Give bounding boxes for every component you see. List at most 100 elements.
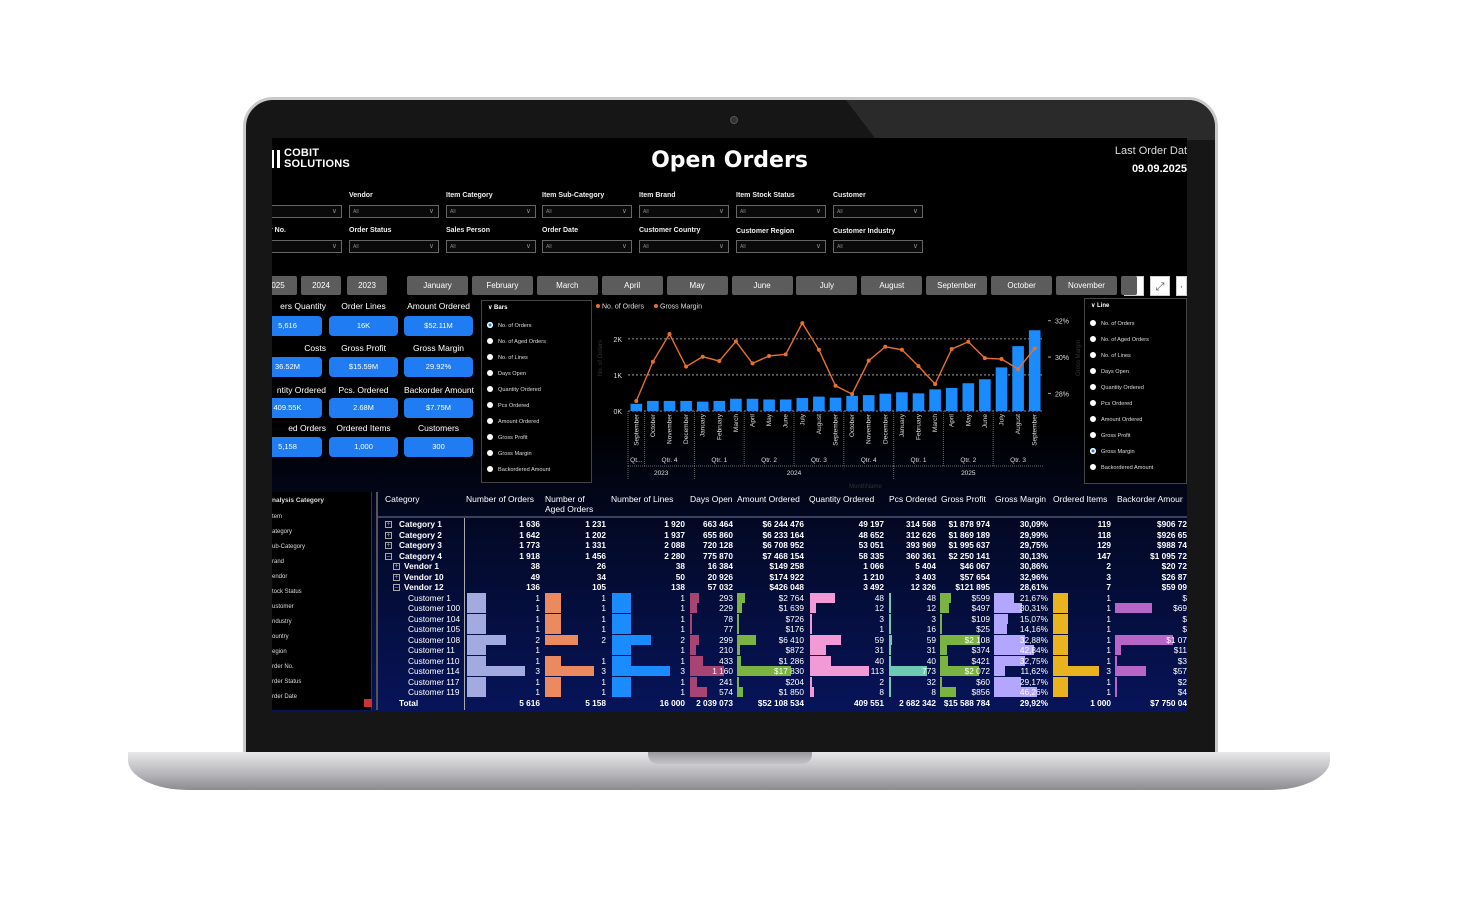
column-header[interactable]: Amount Ordered bbox=[737, 494, 800, 504]
filter-dropdown[interactable]: All ∨ bbox=[542, 240, 632, 253]
row-label[interactable]: Customer 119 bbox=[408, 687, 460, 697]
expand-icon[interactable]: + bbox=[385, 521, 392, 528]
expand-icon[interactable]: + bbox=[385, 531, 392, 539]
kpi-value-card[interactable]: 300 bbox=[404, 437, 473, 457]
radio-icon[interactable] bbox=[487, 322, 493, 328]
analysis-category-item[interactable]: ustomer bbox=[272, 604, 294, 610]
filter-dropdown[interactable]: ∨ bbox=[272, 205, 342, 218]
radio-icon[interactable] bbox=[487, 354, 493, 360]
bars-measure-slicer[interactable]: ∨ Bars No. of Orders No. of Aged Orders No.… bbox=[481, 300, 592, 483]
more-icon[interactable]: · bbox=[1176, 276, 1187, 296]
analysis-category-item[interactable]: ndustry bbox=[272, 619, 292, 625]
slicer-option[interactable]: No. of Aged Orders bbox=[1090, 336, 1149, 343]
slicer-option[interactable]: Backordered Amount bbox=[1090, 464, 1153, 471]
radio-icon[interactable] bbox=[1090, 384, 1096, 390]
month-button[interactable]: March bbox=[536, 276, 598, 295]
analysis-category-item[interactable]: rder Status bbox=[272, 679, 302, 685]
radio-icon[interactable] bbox=[1090, 416, 1096, 422]
filter-dropdown[interactable]: All ∨ bbox=[446, 205, 536, 218]
month-button[interactable]: October bbox=[991, 276, 1053, 295]
column-header[interactable]: Gross Margin bbox=[995, 494, 1047, 504]
filter-dropdown[interactable]: All ∨ bbox=[639, 240, 729, 253]
month-button[interactable]: September bbox=[926, 276, 988, 295]
row-label[interactable]: Category 4 bbox=[399, 550, 442, 561]
kpi-value-card[interactable]: 16K bbox=[329, 316, 398, 336]
filter-dropdown[interactable]: All ∨ bbox=[446, 240, 536, 253]
kpi-value-card[interactable]: $52.11M bbox=[404, 316, 473, 336]
month-button[interactable]: June bbox=[731, 276, 793, 295]
row-label[interactable]: Category 3 bbox=[399, 540, 442, 550]
filter-dropdown[interactable]: All ∨ bbox=[349, 240, 439, 253]
row-label[interactable]: Vendor 12 bbox=[404, 582, 444, 592]
filter-dropdown[interactable]: ∨ bbox=[272, 240, 342, 253]
radio-icon[interactable] bbox=[1090, 352, 1096, 358]
radio-icon[interactable] bbox=[487, 466, 493, 472]
collapse-icon[interactable]: – bbox=[385, 552, 392, 560]
row-label[interactable]: Customer 100 bbox=[408, 603, 461, 613]
year-button[interactable]: 2024 bbox=[301, 276, 341, 295]
slicer-option[interactable]: Backordered Amount bbox=[487, 466, 550, 473]
slicer-option[interactable]: Quantity Ordered bbox=[487, 386, 541, 393]
slicer-option[interactable]: Amount Ordered bbox=[1090, 416, 1142, 423]
column-header[interactable]: Gross Profit bbox=[941, 494, 986, 504]
row-label[interactable]: Vendor 10 bbox=[404, 571, 444, 582]
row-label[interactable]: Vendor 1 bbox=[404, 561, 440, 571]
slicer-menu-icon[interactable] bbox=[364, 699, 372, 707]
filter-dropdown[interactable]: All ∨ bbox=[542, 205, 632, 218]
radio-icon[interactable] bbox=[487, 338, 493, 344]
kpi-value-card[interactable]: $7.75M bbox=[404, 398, 473, 418]
expand-icon[interactable]: + bbox=[385, 542, 392, 549]
filter-dropdown[interactable]: All ∨ bbox=[639, 205, 729, 218]
row-label[interactable]: Customer 104 bbox=[408, 613, 461, 624]
radio-icon[interactable] bbox=[487, 370, 493, 376]
focus-mode-icon[interactable]: ⤢ bbox=[1150, 276, 1170, 296]
column-header[interactable]: Backorder Amour bbox=[1117, 494, 1183, 504]
analysis-category-item[interactable]: tem bbox=[272, 514, 283, 520]
month-button[interactable]: July bbox=[796, 276, 858, 295]
analysis-category-item[interactable]: rand bbox=[272, 559, 285, 565]
row-label[interactable]: Category 2 bbox=[399, 529, 442, 540]
radio-icon[interactable] bbox=[1090, 432, 1096, 438]
filter-dropdown[interactable]: All ∨ bbox=[349, 205, 439, 218]
slicer-option[interactable]: Days Open bbox=[487, 370, 526, 377]
slicer-option[interactable]: No. of Aged Orders bbox=[487, 338, 546, 345]
month-button[interactable]: August bbox=[861, 276, 923, 295]
kpi-value-card[interactable]: $15.59M bbox=[329, 357, 398, 377]
row-label[interactable]: Customer 105 bbox=[408, 624, 461, 634]
analysis-category-item[interactable]: tock Status bbox=[272, 589, 302, 595]
analysis-category-item[interactable]: ub-Category bbox=[272, 544, 306, 550]
radio-icon[interactable] bbox=[487, 418, 493, 424]
slicer-option[interactable]: No. of Orders bbox=[1090, 320, 1135, 327]
analysis-category-item[interactable]: egion bbox=[272, 649, 287, 655]
row-label[interactable]: Customer 110 bbox=[408, 655, 460, 666]
row-label[interactable]: Customer 11 bbox=[408, 645, 455, 655]
row-label[interactable]: Customer 108 bbox=[408, 634, 461, 645]
month-button[interactable]: February bbox=[471, 276, 533, 295]
kpi-value-card[interactable]: 409.55K bbox=[272, 398, 322, 418]
slicer-option[interactable]: Quantity Ordered bbox=[1090, 384, 1144, 391]
row-label[interactable]: Category 1 bbox=[399, 519, 442, 529]
analysis-category-item[interactable]: rder Date bbox=[272, 694, 298, 700]
slicer-option[interactable]: Pcs Ordered bbox=[1090, 400, 1132, 407]
slicer-option[interactable]: Gross Margin bbox=[487, 450, 532, 457]
radio-icon[interactable] bbox=[487, 386, 493, 392]
month-button[interactable]: May bbox=[666, 276, 728, 295]
kpi-value-card[interactable]: 2.68M bbox=[329, 398, 398, 418]
radio-icon[interactable] bbox=[487, 450, 493, 456]
column-header[interactable]: Ordered Items bbox=[1053, 494, 1108, 504]
column-header[interactable]: Number of Lines bbox=[611, 494, 674, 504]
expand-icon[interactable]: + bbox=[393, 563, 400, 570]
radio-icon[interactable] bbox=[487, 434, 493, 440]
kpi-value-card[interactable]: 5,616 bbox=[272, 316, 322, 336]
year-button[interactable]: 025 bbox=[272, 276, 297, 295]
row-label[interactable]: Customer 117 bbox=[408, 676, 460, 687]
filter-dropdown[interactable]: All ∨ bbox=[833, 205, 923, 218]
radio-icon[interactable] bbox=[1090, 336, 1096, 342]
row-label[interactable]: Customer 114 bbox=[408, 666, 460, 676]
slicer-option[interactable]: Gross Margin bbox=[1090, 448, 1135, 455]
radio-icon[interactable] bbox=[1090, 320, 1096, 326]
kpi-value-card[interactable]: 36.52M bbox=[272, 357, 322, 377]
slicer-option[interactable]: Amount Ordered bbox=[487, 418, 539, 425]
radio-icon[interactable] bbox=[1090, 464, 1096, 470]
analysis-category-item[interactable]: ountry bbox=[272, 634, 289, 640]
